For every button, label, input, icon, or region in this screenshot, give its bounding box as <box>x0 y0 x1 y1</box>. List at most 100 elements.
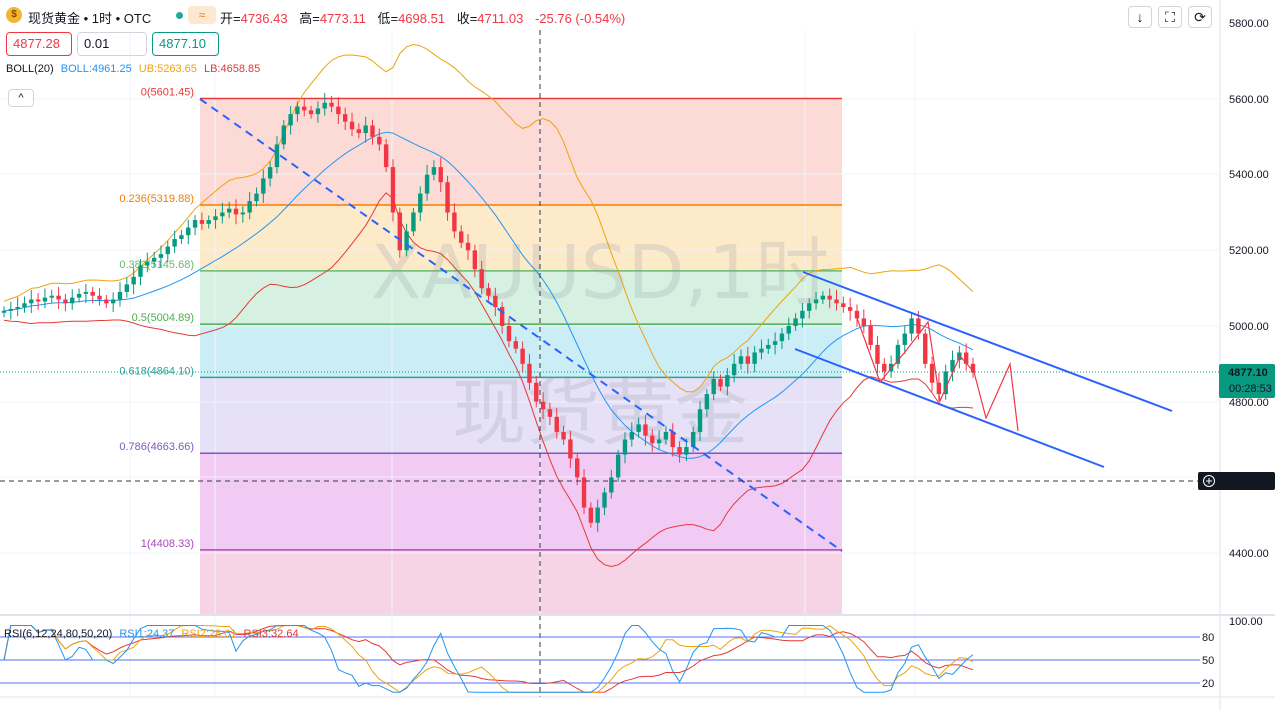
candle-body <box>397 212 402 251</box>
candle-body <box>677 447 682 455</box>
candle-body <box>527 363 532 383</box>
price-tick: 5000.00 <box>1229 321 1269 333</box>
candle-body <box>356 129 362 134</box>
candle-body <box>827 295 832 300</box>
candle-body <box>97 295 102 300</box>
candle-body <box>766 344 771 349</box>
candle-body <box>472 250 478 270</box>
symbol-title[interactable]: 现货黄金 • 1时 • OTC <box>28 11 152 26</box>
price-tick: 5800.00 <box>1229 18 1269 30</box>
candle-body <box>465 242 471 251</box>
candle-body <box>943 371 948 395</box>
candle-body <box>711 378 716 395</box>
quantity-input[interactable]: 0.01 <box>77 32 147 56</box>
rsi3-value: RSI3:32.64 <box>243 628 299 640</box>
candle-body <box>267 167 273 179</box>
candle-body <box>302 106 307 111</box>
crosshair-price-text: 4593.11 <box>1228 476 1267 488</box>
candle-body <box>308 110 314 115</box>
plus-circle-icon <box>1203 475 1215 487</box>
fib-label: 1(4408.33) <box>141 538 194 550</box>
candle-body <box>1 310 7 313</box>
candle-body <box>179 235 184 239</box>
candle-body <box>800 310 805 319</box>
channel-lower-line <box>794 348 1105 468</box>
candle-body <box>226 208 232 213</box>
candle-body <box>138 265 143 277</box>
rsi-name: RSI(6,12,24,80,50,20) <box>4 628 113 640</box>
candle-body <box>29 299 34 304</box>
countdown-text: 00:28:53 <box>1229 383 1272 395</box>
candle-body <box>151 257 157 262</box>
candle-body <box>963 352 969 364</box>
candle-body <box>254 193 259 202</box>
fib-zone <box>200 98 842 205</box>
candle-body <box>854 310 860 319</box>
candle-body <box>363 125 368 134</box>
boll-lower-line <box>3 192 974 568</box>
candle-body <box>342 114 348 122</box>
price-tick: 5200.00 <box>1229 245 1269 257</box>
sell-price-button[interactable]: 4877.28 <box>6 32 72 56</box>
candle-body <box>431 167 437 175</box>
candle-body <box>56 295 61 300</box>
rsi-level-label: 80 <box>1202 632 1214 644</box>
candle-body <box>172 238 177 247</box>
candle-body <box>759 348 764 353</box>
candle-body <box>15 307 20 309</box>
candle-body <box>513 341 518 349</box>
candle-body <box>909 318 914 334</box>
candle-body <box>370 125 375 137</box>
current-price-text: 4877.10 <box>1228 367 1268 379</box>
boll-lb: LB:4658.85 <box>203 63 261 75</box>
candle-body <box>404 231 409 251</box>
candle-body <box>929 363 935 383</box>
axis-bg <box>1220 0 1275 711</box>
candle-body <box>663 431 669 440</box>
candle-body <box>199 220 205 224</box>
candle-body <box>923 333 928 364</box>
ohlc-readout: 开=4736.43 高=4773.11 低=4698.51 收=4711.03 … <box>220 8 625 27</box>
candle-body <box>110 299 116 304</box>
candle-body <box>807 303 812 311</box>
candle-body <box>329 102 334 107</box>
price-tick: 5400.00 <box>1229 169 1269 181</box>
candle-body <box>377 136 382 145</box>
buy-price-button[interactable]: 4877.10 <box>152 32 219 56</box>
rsi1-line <box>3 625 974 693</box>
candle-body <box>336 106 341 115</box>
candle-body <box>315 108 321 115</box>
rsi-level-label: 50 <box>1202 655 1214 667</box>
download-arrow-icon[interactable]: ↓ <box>1128 6 1152 28</box>
boll-name: BOLL(20) <box>6 63 54 75</box>
candle-body <box>752 352 757 364</box>
approx-badge[interactable]: ≈ <box>188 6 216 24</box>
crosshair-price-tag <box>1198 472 1275 490</box>
candle-body <box>895 344 901 364</box>
boll-mid-line <box>3 131 974 459</box>
boll-mid: BOLL:4961.25 <box>60 63 132 75</box>
change-value: -25.76 (-0.54%) <box>534 11 626 26</box>
collapse-chevron-icon[interactable]: ^ <box>8 89 34 107</box>
candle-body <box>390 167 396 213</box>
candle-body <box>772 341 778 345</box>
fullscreen-icon[interactable]: ⛶ <box>1158 6 1182 28</box>
candle-body <box>779 333 785 342</box>
candle-body <box>656 439 662 444</box>
candle-body <box>861 318 867 326</box>
price-tick: 4400.00 <box>1229 548 1269 560</box>
candle-body <box>670 431 675 448</box>
forecast-zigzag <box>856 317 1019 432</box>
candle-body <box>220 212 225 217</box>
candle-body <box>186 227 191 236</box>
candle-body <box>793 318 798 326</box>
candle-body <box>104 299 109 304</box>
candle-body <box>820 295 826 300</box>
refresh-icon[interactable]: ⟳ <box>1188 6 1212 28</box>
trend-drawings <box>0 30 1220 697</box>
low-label: 低= <box>377 11 399 26</box>
candle-body <box>684 447 689 455</box>
high-value: 4773.11 <box>319 11 366 26</box>
candle-body <box>76 293 82 298</box>
